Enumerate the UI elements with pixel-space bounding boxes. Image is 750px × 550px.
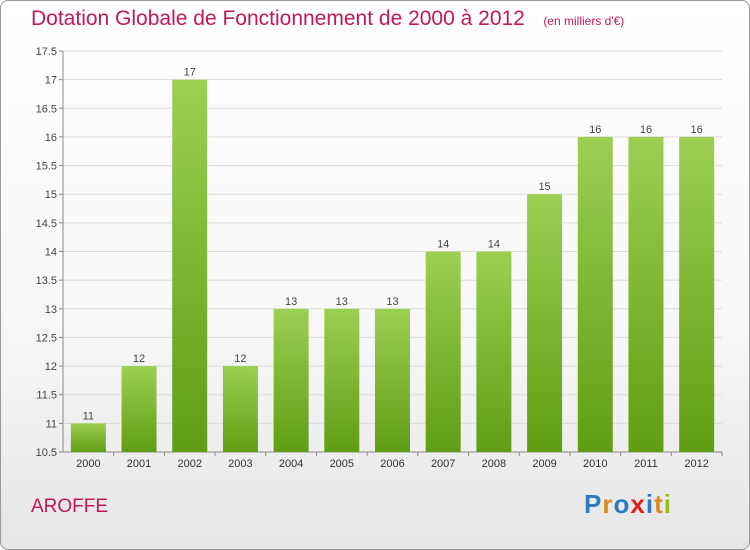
x-tick-label: 2010: [583, 458, 607, 470]
bar-value-label: 12: [133, 353, 145, 365]
y-tick-label: 16.5: [36, 103, 57, 115]
x-tick-label: 2008: [482, 458, 506, 470]
y-tick-label: 11.5: [36, 390, 57, 402]
x-tick-label: 2012: [684, 458, 708, 470]
x-tick-label: 2005: [330, 458, 354, 470]
y-tick-label: 14: [45, 247, 57, 259]
y-tick-label: 17.5: [36, 46, 57, 58]
x-tick-label: 2003: [228, 458, 252, 470]
commune-name: AROFFE: [31, 496, 109, 517]
x-tick-label: 2002: [177, 458, 201, 470]
chart-title: Dotation Globale de Fonctionnement de 20…: [31, 7, 525, 30]
bar-value-label: 15: [538, 181, 550, 193]
x-tick-label: 2000: [76, 458, 100, 470]
x-tick-label: 2006: [380, 458, 404, 470]
x-tick-label: 2011: [634, 458, 658, 470]
bar: [679, 136, 715, 452]
y-tick-label: 14.5: [36, 218, 57, 230]
logo-letter: i: [645, 489, 655, 519]
logo-letter: i: [663, 489, 672, 519]
y-tick-label: 10.5: [36, 447, 57, 459]
chart-subtitle: (en milliers d'€): [543, 14, 625, 28]
bar-value-label: 13: [285, 296, 297, 308]
bar-value-label: 17: [184, 67, 196, 79]
y-tick-label: 13: [45, 304, 57, 316]
bar-value-label: 16: [691, 124, 703, 136]
bar: [425, 251, 461, 452]
bar-value-label: 14: [488, 239, 500, 251]
x-tick-label: 2004: [279, 458, 303, 470]
y-tick-label: 17: [45, 75, 57, 87]
y-tick-label: 15: [45, 189, 57, 201]
logo-letter: r: [602, 489, 614, 519]
bars: [70, 79, 715, 453]
bar: [324, 308, 360, 452]
bar: [273, 308, 309, 452]
title-row: Dotation Globale de Fonctionnement de 20…: [31, 7, 624, 31]
bar-value-label: 13: [386, 296, 398, 308]
bar-value-label: 16: [640, 124, 652, 136]
bar: [375, 308, 410, 452]
bar: [577, 136, 613, 452]
bar: [628, 136, 664, 452]
bar: [476, 251, 512, 452]
x-tick-label: 2001: [127, 458, 151, 470]
bar-value-label: 13: [336, 296, 348, 308]
labels: 10.5 11 11.5 12 12.5 13 13.5 14 14.5 15 15.5 16 16.5…: [36, 46, 709, 470]
y-tick-label: 12.5: [36, 332, 57, 344]
logo-letter: t: [654, 489, 664, 519]
x-tick-label: 2009: [532, 458, 556, 470]
bar-value-label: 12: [234, 353, 246, 365]
bar-value-label: 14: [437, 239, 449, 251]
logo-letter: o: [613, 489, 631, 519]
x-tick-label: 2007: [431, 458, 455, 470]
bar: [527, 194, 563, 452]
y-tick-label: 13.5: [36, 275, 57, 287]
bar-value-label: 11: [83, 410, 94, 422]
y-tick-label: 11: [46, 418, 57, 430]
bar: [70, 423, 106, 452]
proxiti-logo: Proxiti: [584, 489, 672, 520]
y-tick-label: 16: [45, 132, 57, 144]
y-tick-label: 12: [45, 361, 57, 373]
logo-letter: P: [584, 489, 603, 519]
bar: [121, 366, 157, 452]
bar: [222, 366, 258, 452]
logo-letter: x: [630, 489, 646, 519]
bar: [172, 79, 208, 453]
bar-value-label: 16: [589, 124, 601, 136]
y-tick-label: 15.5: [36, 161, 57, 173]
